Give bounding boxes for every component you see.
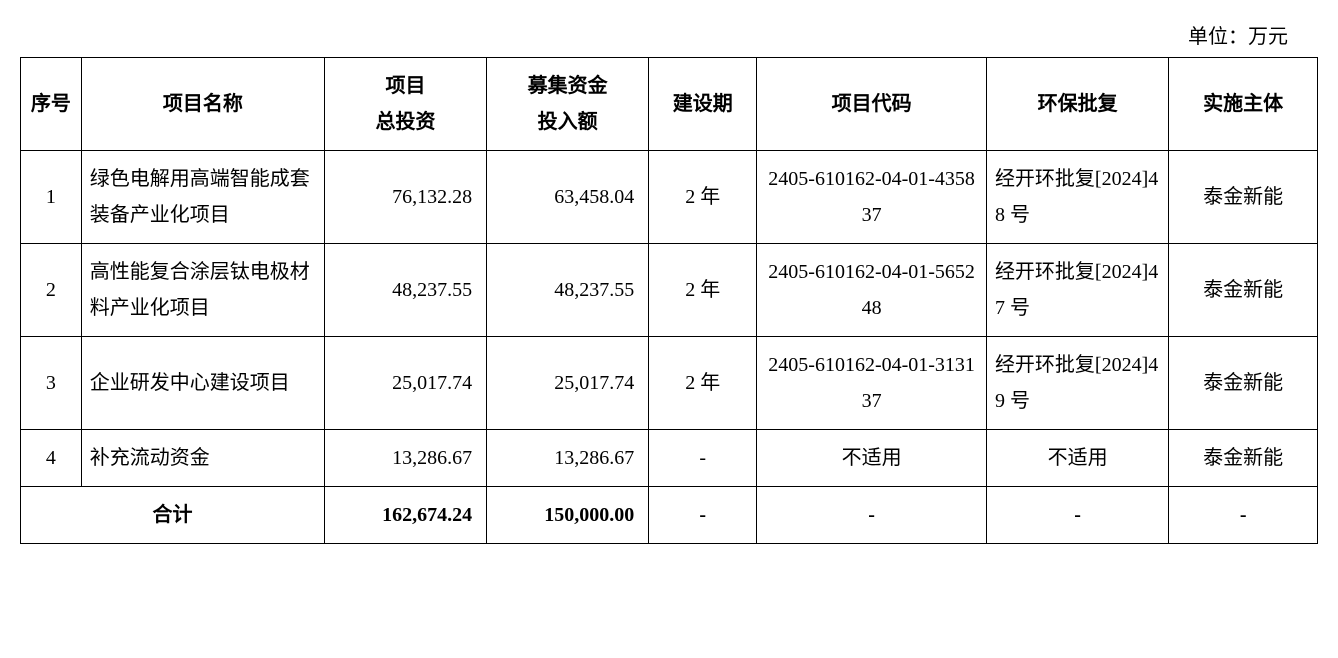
cell-idx: 3 <box>21 337 82 430</box>
cell-total-investment: 25,017.74 <box>324 337 486 430</box>
cell-entity: 泰金新能 <box>1169 244 1318 337</box>
cell-total-code: - <box>757 487 987 544</box>
header-total-investment: 项目总投资 <box>324 58 486 151</box>
table-row: 4 补充流动资金 13,286.67 13,286.67 - 不适用 不适用 泰… <box>21 430 1318 487</box>
cell-code: 2405-610162-04-01-565248 <box>757 244 987 337</box>
cell-period: - <box>649 430 757 487</box>
table-row: 1 绿色电解用高端智能成套装备产业化项目 76,132.28 63,458.04… <box>21 151 1318 244</box>
cell-total-entity: - <box>1169 487 1318 544</box>
cell-period: 2 年 <box>649 151 757 244</box>
cell-raised-investment-sum: 150,000.00 <box>487 487 649 544</box>
header-env-approval: 环保批复 <box>986 58 1168 151</box>
cell-code: 2405-610162-04-01-435837 <box>757 151 987 244</box>
cell-code: 不适用 <box>757 430 987 487</box>
cell-total-investment: 13,286.67 <box>324 430 486 487</box>
cell-entity: 泰金新能 <box>1169 337 1318 430</box>
cell-total-investment-sum: 162,674.24 <box>324 487 486 544</box>
cell-name: 企业研发中心建设项目 <box>81 337 324 430</box>
cell-env-approval: 经开环批复[2024]49 号 <box>986 337 1168 430</box>
header-name: 项目名称 <box>81 58 324 151</box>
header-idx: 序号 <box>21 58 82 151</box>
cell-entity: 泰金新能 <box>1169 151 1318 244</box>
cell-total-env: - <box>986 487 1168 544</box>
investment-table: 序号 项目名称 项目总投资 募集资金投入额 建设期 项目代码 环保批复 实施主体… <box>20 57 1318 544</box>
cell-idx: 2 <box>21 244 82 337</box>
table-header-row: 序号 项目名称 项目总投资 募集资金投入额 建设期 项目代码 环保批复 实施主体 <box>21 58 1318 151</box>
cell-total-investment: 76,132.28 <box>324 151 486 244</box>
cell-raised-investment: 63,458.04 <box>487 151 649 244</box>
header-code: 项目代码 <box>757 58 987 151</box>
unit-label: 单位：万元 <box>20 20 1318 49</box>
table-row: 3 企业研发中心建设项目 25,017.74 25,017.74 2 年 240… <box>21 337 1318 430</box>
cell-entity: 泰金新能 <box>1169 430 1318 487</box>
header-entity: 实施主体 <box>1169 58 1318 151</box>
cell-raised-investment: 48,237.55 <box>487 244 649 337</box>
cell-name: 绿色电解用高端智能成套装备产业化项目 <box>81 151 324 244</box>
header-period: 建设期 <box>649 58 757 151</box>
cell-raised-investment: 13,286.67 <box>487 430 649 487</box>
cell-idx: 1 <box>21 151 82 244</box>
cell-env-approval: 不适用 <box>986 430 1168 487</box>
cell-period: 2 年 <box>649 244 757 337</box>
cell-name: 补充流动资金 <box>81 430 324 487</box>
cell-raised-investment: 25,017.74 <box>487 337 649 430</box>
cell-env-approval: 经开环批复[2024]47 号 <box>986 244 1168 337</box>
cell-total-period: - <box>649 487 757 544</box>
cell-idx: 4 <box>21 430 82 487</box>
table-row: 2 高性能复合涂层钛电极材料产业化项目 48,237.55 48,237.55 … <box>21 244 1318 337</box>
cell-env-approval: 经开环批复[2024]48 号 <box>986 151 1168 244</box>
cell-code: 2405-610162-04-01-313137 <box>757 337 987 430</box>
cell-name: 高性能复合涂层钛电极材料产业化项目 <box>81 244 324 337</box>
cell-total-investment: 48,237.55 <box>324 244 486 337</box>
cell-period: 2 年 <box>649 337 757 430</box>
header-raised-investment: 募集资金投入额 <box>487 58 649 151</box>
table-total-row: 合计 162,674.24 150,000.00 - - - - <box>21 487 1318 544</box>
cell-total-label: 合计 <box>21 487 325 544</box>
